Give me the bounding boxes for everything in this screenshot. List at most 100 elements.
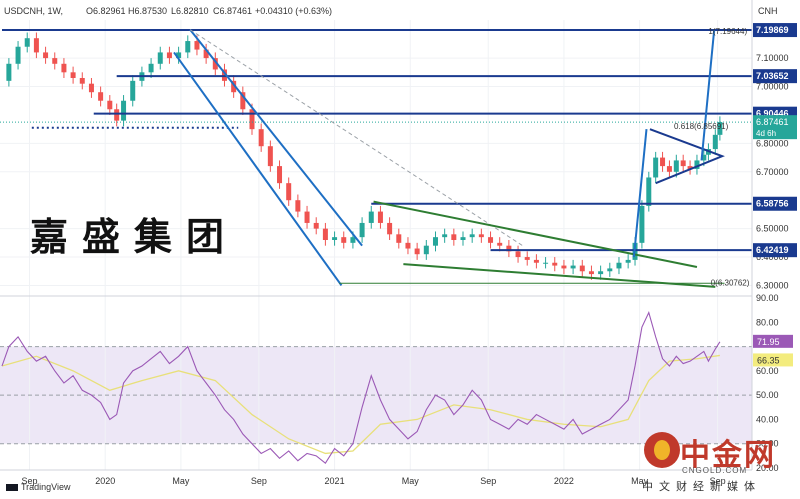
x-tick-label: 2020 [95,476,115,486]
candle-body [497,242,503,246]
x-tick-label: Sep [251,476,267,486]
candle-body [506,245,512,252]
cngold-sub: 中文财经新媒体 [642,480,761,493]
y-tick-label: 6.80000 [756,138,789,148]
candle-body [24,38,30,47]
candle-body [130,80,136,101]
cngold-brand: 中金网 [680,438,776,473]
x-tick-label: Sep [710,476,726,486]
candle-body [52,58,58,64]
candle-body [185,41,191,53]
rsi-ma-line [1,354,720,455]
candle-body [249,109,255,130]
price-series [6,32,723,280]
candle-body [694,160,700,169]
candle-body [88,83,94,93]
candle-body [121,100,127,121]
candle-body [653,157,659,178]
level-label: 6.42419 [756,245,789,255]
close-value: C6.87461 [213,6,252,16]
rsi-tick-label: 60.00 [756,366,779,376]
candle-body [524,257,530,260]
candle-body [660,157,666,167]
rsi-ma-label: 66.35 [757,355,780,365]
candle-body [114,109,120,121]
candle-body [332,237,338,240]
rsi-line [1,311,721,464]
rsi-tick-label: 80.00 [756,317,779,327]
rsi-axis: 90.00 80.00 60.00 50.00 40.00 30.00 20.00 [756,293,779,473]
candle-body [258,129,264,147]
x-tick-label: May [631,476,649,486]
candle-body [616,262,622,269]
candle-body [322,228,328,240]
rsi-value-label: 71.95 [757,337,780,347]
candle-body [231,80,237,93]
cngold-site: CNGOLD.COM [682,466,748,475]
level-label-bg [753,23,797,38]
candle-body [148,63,154,73]
y-tick-label: 6.70000 [756,167,789,177]
candle-body [607,268,613,272]
candle-body [6,63,12,81]
fib-annotation: 0.618(6.85691) [674,122,729,131]
candle-body [286,183,292,201]
rsi-tick-label: 50.00 [756,390,779,400]
candle-body [680,160,686,167]
current-price-label: 6.87461 [756,117,789,127]
trend-dashed-line [189,29,523,247]
x-tick-label: Sep [480,476,496,486]
candle-body [350,237,356,243]
x-tick-label: May [172,476,190,486]
cngold-watermark: 中金网 CNGOLD.COM 中文财经新媒体 [640,430,796,496]
rsi-tick-label: 40.00 [756,414,779,424]
time-axis: Sep 2020 May Sep 2021 May Sep 2022 May Sep [22,476,726,486]
rsi-ma-label-bg [753,353,793,367]
y-tick-label: 7.00000 [756,82,789,92]
tradingview-icon [6,483,18,491]
candle-body [533,259,539,263]
x-tick-label: 2022 [554,476,574,486]
x-tick-label: May [402,476,420,486]
candle-body [359,222,365,238]
candle-body [203,49,209,59]
candle-body [414,248,420,255]
candle-body [478,234,484,238]
pennant-lines [649,128,725,185]
symbol-label: USDCNH, 1W, [4,6,63,16]
channel-upper-line [189,29,363,247]
candle-body [701,154,707,161]
y-tick-label: 7.10000 [756,53,789,63]
breakout-line [632,129,648,258]
high-value: H6.87530 [128,6,167,16]
candle-body [552,262,558,266]
level-label: 7.19869 [756,25,789,35]
projection-line [700,30,716,161]
candle-body [43,52,49,59]
candle-body [176,52,182,59]
candle-body [277,166,283,184]
candle-body [515,251,521,258]
rsi-value-label-bg [753,334,793,348]
currency-label: CNH [758,6,778,16]
candle-body [107,100,113,110]
candle-body [666,166,672,172]
x-tick-label: 2021 [325,476,345,486]
candle-body [712,134,718,150]
candle-body [469,234,475,238]
rsi-tick-label: 20.00 [756,463,779,473]
candle-body [579,265,585,272]
candle-body [387,222,393,235]
low-value: L6.82810 [171,6,209,16]
level-label: 6.58756 [756,199,789,209]
level-label: 6.90446 [756,109,789,119]
candle-body [687,166,693,169]
candle-body [488,237,494,243]
candle-body [194,41,200,50]
candle-body [451,234,457,240]
countdown-label: 4d 6h [756,129,776,138]
candle-body [639,205,645,243]
watermark: 嘉盛集团 [30,215,238,259]
fib-annotation: 0(6.30762) [711,278,750,287]
